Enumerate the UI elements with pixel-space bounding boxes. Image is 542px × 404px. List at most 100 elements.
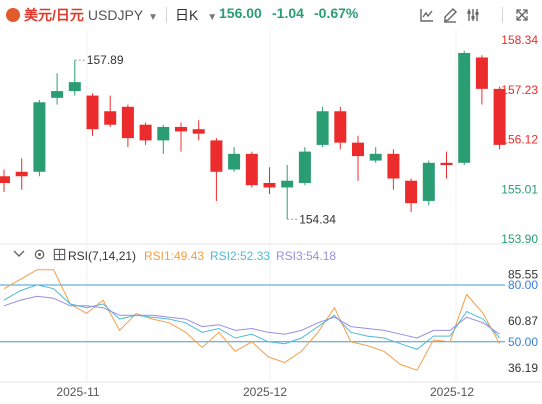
candle-body — [458, 52, 471, 163]
candle-body — [51, 91, 64, 98]
candle — [33, 100, 46, 177]
candle-body — [387, 153, 400, 179]
candle — [0, 169, 10, 192]
high-price-label: 157.89 — [87, 53, 124, 67]
candle — [68, 60, 81, 96]
candle — [422, 160, 435, 206]
candle-body — [352, 142, 364, 157]
time-axis-label: 2025-11 — [56, 385, 99, 399]
candle — [281, 165, 294, 220]
indicator-table-icon[interactable] — [53, 248, 66, 264]
price-change: -1.04 — [272, 5, 304, 21]
price-tick-label: 157.23 — [501, 83, 538, 97]
candle-body — [139, 124, 152, 141]
candle — [192, 120, 205, 141]
brush-icon[interactable] — [442, 7, 458, 23]
rsi-series-line — [3, 295, 500, 339]
candle-body — [369, 153, 382, 161]
time-axis-label: 2025-12 — [243, 385, 287, 399]
chart-header: 美元/日元 USDJPY ▼ 日K ▼ 156.00 -1.04 -0.67% — [0, 0, 542, 30]
rsi-title: RSI(7,14,21) — [68, 249, 137, 263]
collapse-icon[interactable] — [12, 248, 26, 263]
candle-body — [104, 111, 117, 125]
rsi-tick-label: 80.00 — [508, 278, 538, 292]
japan-flag-icon — [6, 8, 20, 23]
candle — [175, 122, 187, 152]
candle — [352, 135, 364, 181]
toolbar-divider — [502, 7, 503, 23]
symbol-selector[interactable]: 美元/日元 USDJPY ▼ — [6, 5, 158, 25]
candle — [139, 122, 152, 145]
price-chart[interactable]: 158.34 157.23 156.12 155.01 153.90 157.89 154.… — [0, 30, 542, 404]
fullscreen-icon[interactable] — [514, 7, 530, 23]
candle — [104, 95, 117, 127]
indicator-icon[interactable] — [419, 7, 435, 23]
candle — [316, 106, 329, 148]
symbol-code: USDJPY — [87, 7, 144, 23]
period-selector[interactable]: 日K ▼ — [175, 5, 217, 25]
candle-body — [334, 111, 347, 143]
candle-body — [440, 162, 453, 166]
candle-body — [475, 57, 488, 89]
price-tick-label: 153.90 — [501, 232, 538, 246]
candle-body — [298, 151, 311, 183]
candle-body — [228, 153, 241, 170]
candle-body — [33, 102, 46, 172]
header-divider — [166, 7, 167, 23]
candle — [245, 151, 258, 188]
rsi-tick-label: 50.00 — [508, 335, 538, 349]
low-price-label: 154.34 — [299, 212, 336, 226]
candle-body — [121, 106, 134, 139]
candle — [440, 151, 453, 179]
candle — [475, 55, 488, 105]
chevron-down-icon: ▼ — [148, 12, 159, 23]
rsi-legend: RSI(7,14,21) RSI1:49.43 RSI2:52.33 RSI3:… — [0, 246, 542, 266]
price-tick-label: 156.12 — [501, 133, 538, 147]
rsi-tick-label: 85.55 — [508, 267, 538, 281]
candle-body — [68, 82, 81, 92]
candle — [334, 106, 347, 150]
rsi3-value: RSI3:54.18 — [276, 249, 337, 263]
candle-body — [245, 153, 258, 186]
candle — [157, 124, 170, 154]
candle — [493, 86, 506, 150]
candle-body — [281, 180, 294, 188]
rsi-series-line — [3, 284, 500, 350]
candle-body — [15, 171, 28, 177]
chevron-down-icon: ▼ — [207, 12, 218, 23]
candle — [51, 73, 64, 105]
settings-icon[interactable] — [33, 248, 46, 264]
symbol-name: 美元/日元 — [24, 7, 84, 23]
candle-body — [0, 176, 10, 183]
candle-body — [405, 180, 418, 204]
candle — [387, 149, 400, 190]
candle — [298, 147, 311, 186]
candle-body — [175, 126, 187, 132]
candle — [228, 147, 241, 172]
candle — [458, 50, 471, 166]
period-label: 日K — [175, 7, 199, 23]
candle-body — [210, 140, 223, 172]
rsi-tick-label: 36.19 — [508, 361, 538, 375]
candle — [369, 147, 382, 163]
last-price: 156.00 — [219, 5, 262, 21]
candle — [86, 93, 99, 136]
candle-body — [493, 88, 506, 145]
candle — [210, 138, 223, 201]
candle-body — [86, 95, 99, 130]
time-axis-label: 2025-12 — [430, 385, 474, 399]
rsi2-value: RSI2:52.33 — [210, 249, 271, 263]
candle-body — [192, 129, 205, 134]
adjust-icon[interactable] — [465, 7, 481, 23]
rsi1-value: RSI1:49.43 — [144, 249, 205, 263]
price-change-percent: -0.67% — [314, 5, 359, 21]
price-tick-label: 158.34 — [501, 33, 538, 47]
candle-body — [422, 162, 435, 201]
candle-body — [263, 182, 276, 188]
candle-body — [316, 111, 329, 145]
candle-body — [157, 126, 170, 141]
candle — [121, 104, 134, 148]
rsi-tick-label: 60.87 — [508, 314, 538, 328]
candle — [15, 158, 28, 190]
price-tick-label: 155.01 — [501, 182, 538, 196]
